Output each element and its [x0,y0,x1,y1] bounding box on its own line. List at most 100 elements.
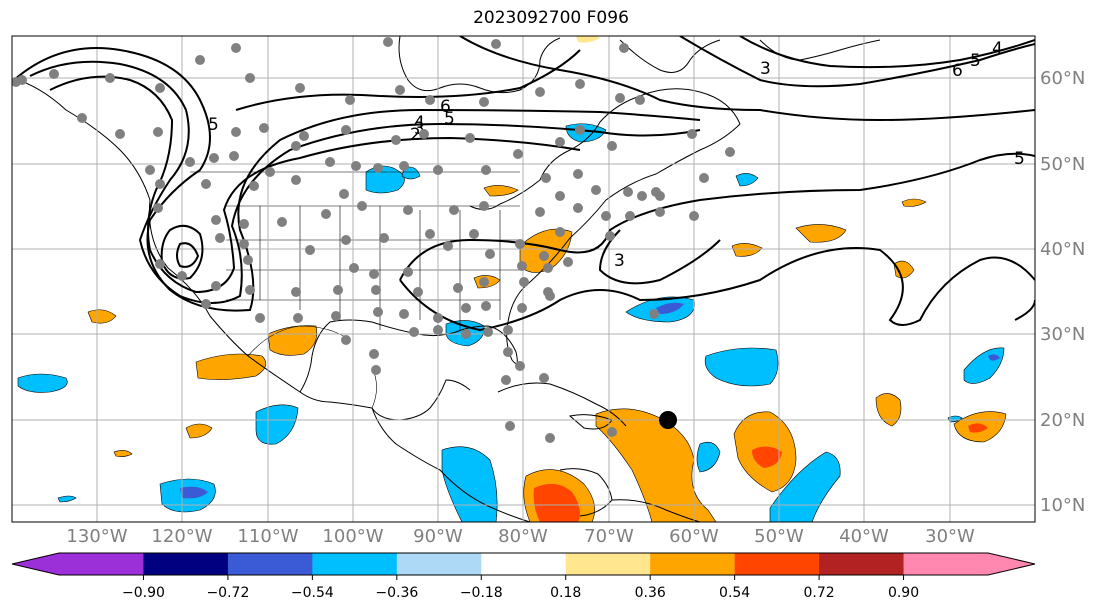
station-marker [331,311,341,321]
station-marker [153,127,163,137]
station-marker [519,277,529,287]
station-marker [469,229,479,239]
colorbar-tick-label: 0.54 [719,585,750,601]
station-marker [277,217,287,227]
lon-label: 80°W [498,526,548,547]
station-marker [689,211,699,221]
contour-label: 5 [444,109,455,129]
station-marker [155,83,165,93]
station-marker [555,227,565,237]
station-marker [625,211,635,221]
station-marker [601,211,611,221]
station-marker [299,131,309,141]
station-marker [341,125,351,135]
contour-label: 3 [614,251,625,271]
colorbar-tick-label: −0.90 [122,585,165,601]
station-marker [49,69,59,79]
colorbar-cell [143,553,229,575]
station-marker [563,257,573,267]
station-marker [239,239,249,249]
station-marker [295,83,305,93]
contour-label: 4 [414,113,425,133]
map-title: 2023092700 F096 [473,8,629,28]
colorbar-cell [59,553,144,575]
station-marker [655,207,665,217]
station-marker [245,285,255,295]
station-marker [539,373,549,383]
contour-label: 3 [760,59,771,79]
contour-label: 6 [440,97,451,117]
station-marker [293,313,303,323]
contour-label: 5 [970,51,981,71]
station-marker [321,209,331,219]
station-marker [555,191,565,201]
station-markers [12,37,735,443]
lon-label: 100°W [322,526,383,547]
colorbar-cell [396,553,482,575]
station-marker [479,97,489,107]
station-marker [105,73,115,83]
station-marker [479,201,489,211]
station-marker [433,313,443,323]
station-marker [555,137,565,147]
station-marker [515,239,525,249]
lon-label: 30°W [925,526,975,547]
station-marker [265,167,275,177]
colorbar: −0.90 −0.72 −0.54 −0.36 −0.18 0.18 0.36 0.54 0.7… [11,552,1036,601]
colorbar-tick-label: 0.72 [804,585,835,601]
lon-label: 130°W [66,526,127,547]
station-marker [503,325,513,335]
station-marker [461,303,471,313]
station-marker [481,301,491,311]
station-marker [185,157,195,167]
colorbar-cell [312,553,398,575]
colorbar-extend-low [12,553,59,575]
colorbar-cell [650,553,736,575]
station-marker [395,85,405,95]
station-marker [201,179,211,189]
station-marker [369,349,379,359]
station-marker [425,229,435,239]
station-marker [453,283,463,293]
station-marker [449,205,459,215]
lat-label: 20°N [1040,410,1085,431]
station-marker [371,365,381,375]
station-marker [239,219,249,229]
station-marker [637,191,647,201]
station-marker [483,327,493,337]
station-marker [409,327,419,337]
colorbar-extend-high [988,553,1035,575]
station-marker [209,153,219,163]
colorbar-outline [11,552,1036,576]
station-marker [607,427,617,437]
station-marker [231,127,241,137]
station-marker [369,269,379,279]
station-marker [501,375,511,385]
station-marker [399,309,409,319]
contour-label: 2 [410,125,421,145]
station-marker [391,135,401,145]
lat-label: 50°N [1040,154,1085,175]
contour-label: 5 [208,115,219,135]
station-marker [619,43,629,53]
station-marker [425,95,435,105]
station-marker [17,75,27,85]
lon-label: 60°W [669,526,719,547]
contour-label: 3 [414,119,425,139]
station-marker [615,93,625,103]
station-marker [413,287,423,297]
station-marker [249,181,259,191]
station-marker [155,179,165,189]
lon-label: 40°W [839,526,889,547]
station-marker [349,263,359,273]
station-marker [461,329,471,339]
colorbar-tick-label: −0.72 [206,585,249,601]
station-marker [433,325,443,335]
station-marker [543,263,553,273]
station-marker [291,141,301,151]
colorbar-cell [734,553,820,575]
contour-label: 5 [1014,149,1025,169]
lon-label: 90°W [413,526,463,547]
station-marker [211,281,221,291]
station-marker [517,261,527,271]
